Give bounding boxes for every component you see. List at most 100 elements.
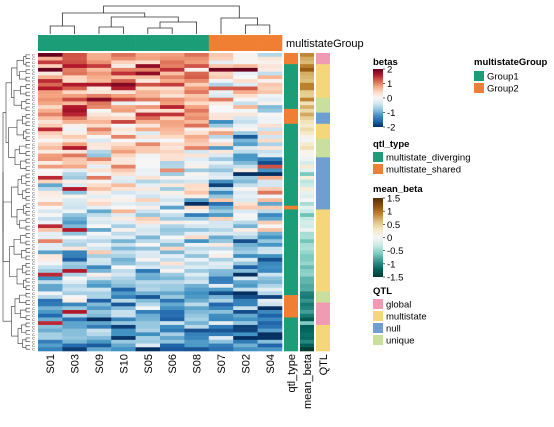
- heatmap-cell: [160, 317, 185, 322]
- heatmap-cell: [233, 198, 258, 203]
- heatmap-cell: [184, 310, 210, 315]
- heatmap-cell: [184, 321, 210, 326]
- betas-legend-label: 2: [387, 65, 392, 76]
- heatmap-cell: [257, 153, 283, 158]
- heatmap-cell: [135, 328, 161, 333]
- qtl-type-cell: [284, 205, 298, 210]
- heatmap-cell: [111, 146, 136, 151]
- heatmap-cell: [135, 146, 161, 151]
- row-label: C: [32, 71, 35, 76]
- row-label: C: [32, 242, 35, 247]
- heatmap-cell: [86, 250, 112, 255]
- row-label: C: [32, 216, 35, 221]
- heatmap-cell: [184, 146, 210, 151]
- sample-label: S03: [70, 354, 82, 374]
- dendrogram-link: [25, 300, 30, 305]
- heatmap-cell: [111, 60, 136, 65]
- heatmap-cell: [208, 175, 234, 180]
- heatmap-cell: [135, 164, 161, 169]
- row-label: C: [32, 160, 35, 165]
- dendrogram-link: [25, 106, 30, 112]
- row-label: C: [32, 131, 35, 136]
- heatmap-cell: [208, 261, 234, 266]
- dendrogram-link: [17, 328, 23, 344]
- dendrogram-link: [25, 188, 30, 193]
- heatmap-cell: [233, 194, 258, 199]
- heatmap-cell: [257, 321, 283, 326]
- dendrogram-link: [25, 196, 30, 201]
- row-label: C: [32, 231, 35, 236]
- heatmap-cell: [111, 276, 136, 281]
- heatmap-cell: [38, 306, 63, 311]
- heatmap-cell: [135, 213, 161, 218]
- mean-beta-cell: [300, 265, 314, 270]
- heatmap-cell: [208, 190, 234, 195]
- heatmap-cell: [184, 127, 210, 132]
- heatmap-cell: [62, 86, 88, 91]
- dendrogram-link: [19, 294, 26, 303]
- mean-beta-cell: [300, 228, 314, 233]
- heatmap-cell: [38, 336, 63, 341]
- heatmap-cell: [208, 101, 234, 106]
- heatmap-cell: [38, 239, 63, 244]
- heatmap-cell: [208, 142, 234, 147]
- heatmap-cell: [208, 242, 234, 247]
- heatmap-cell: [62, 306, 88, 311]
- heatmap-cell: [111, 142, 136, 147]
- mean-beta-cell: [300, 101, 314, 106]
- heatmap-cell: [86, 310, 112, 315]
- mean-beta-legend-bar: [373, 198, 383, 277]
- heatmap-cell: [62, 149, 88, 154]
- heatmap-cell: [233, 161, 258, 166]
- row-label: C: [32, 324, 35, 329]
- heatmap-cell: [111, 269, 136, 274]
- heatmap-cell: [86, 190, 112, 195]
- row-label: C: [32, 116, 35, 121]
- heatmap-cell: [62, 235, 88, 240]
- heatmap-cell: [86, 313, 112, 318]
- heatmap-cell: [62, 187, 88, 192]
- heatmap-cell: [135, 295, 161, 300]
- dendrogram-link: [25, 76, 30, 82]
- heatmap-cell: [62, 164, 88, 169]
- mean-beta-cell: [300, 161, 314, 166]
- row-label: C: [32, 97, 35, 102]
- heatmap-cell: [257, 216, 283, 221]
- heatmap-cell: [86, 134, 112, 139]
- heatmap-cell: [135, 142, 161, 147]
- heatmap-cell: [62, 276, 88, 281]
- heatmap-cell: [38, 53, 63, 58]
- heatmap-cell: [86, 205, 112, 210]
- dendrogram-link: [25, 181, 30, 186]
- heatmap-cell: [38, 295, 63, 300]
- heatmap-cell: [208, 138, 234, 143]
- row-label: C: [32, 250, 35, 255]
- heatmap-cell: [208, 93, 234, 98]
- heatmap-cell: [208, 79, 234, 84]
- heatmap-cell: [257, 101, 283, 106]
- heatmap-cell: [86, 291, 112, 296]
- heatmap-cell: [135, 287, 161, 292]
- heatmap-cell: [184, 246, 210, 251]
- heatmap-cell: [135, 105, 161, 110]
- heatmap-cell: [62, 313, 88, 318]
- heatmap-cell: [135, 209, 161, 214]
- row-label: C: [32, 52, 35, 57]
- heatmap-cell: [257, 235, 283, 240]
- heatmap-cell: [111, 56, 136, 61]
- multistategroup-legend-label: Group1: [487, 72, 519, 83]
- dendrogram-link: [25, 278, 30, 283]
- heatmap-cell: [257, 149, 283, 154]
- heatmap-cell: [257, 336, 283, 341]
- mean-beta-cell: [300, 67, 314, 72]
- heatmap-cell: [62, 146, 88, 151]
- heatmap-cell: [38, 261, 63, 266]
- heatmap-cell: [184, 298, 210, 303]
- qtl-cell: [316, 324, 330, 352]
- heatmap-cell: [184, 175, 210, 180]
- heatmap-cell: [257, 220, 283, 225]
- heatmap-cell: [86, 276, 112, 281]
- heatmap-cell: [257, 146, 283, 151]
- dendrogram-link: [23, 56, 26, 65]
- heatmap-cell: [38, 131, 63, 136]
